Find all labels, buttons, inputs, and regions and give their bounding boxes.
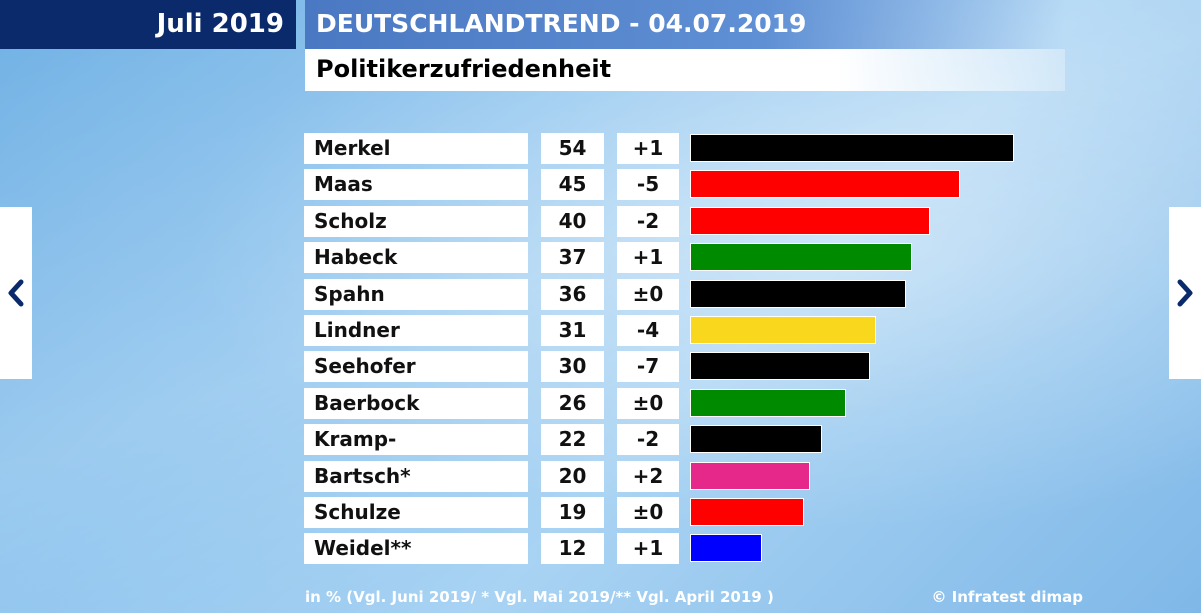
politician-name: Lindner bbox=[304, 315, 528, 346]
change-value: +1 bbox=[617, 133, 679, 164]
approval-value: 26 bbox=[541, 388, 604, 419]
chart-title: Politikerzufriedenheit bbox=[316, 55, 612, 83]
politician-name: Kramp-Karrenbauer bbox=[304, 424, 528, 482]
header-title-bar: DEUTSCHLANDTREND - 04.07.2019 bbox=[305, 0, 1065, 49]
approval-bar bbox=[690, 316, 876, 344]
approval-bar bbox=[690, 280, 906, 308]
change-value: +1 bbox=[617, 533, 679, 564]
approval-value: 37 bbox=[541, 242, 604, 273]
change-value: -4 bbox=[617, 315, 679, 346]
approval-value: 22 bbox=[541, 424, 604, 455]
chevron-right-icon bbox=[1177, 279, 1193, 307]
approval-bar bbox=[690, 462, 810, 490]
approval-value: 54 bbox=[541, 133, 604, 164]
next-button[interactable] bbox=[1169, 207, 1201, 379]
approval-value: 12 bbox=[541, 533, 604, 564]
approval-bar bbox=[690, 352, 870, 380]
approval-bar bbox=[690, 425, 822, 453]
change-value: ±0 bbox=[617, 497, 679, 528]
approval-bar bbox=[690, 243, 912, 271]
chevron-left-icon bbox=[8, 279, 24, 307]
approval-value: 19 bbox=[541, 497, 604, 528]
approval-bar bbox=[690, 207, 930, 235]
politician-name: Schulze bbox=[304, 497, 528, 528]
politician-name: Merkel bbox=[304, 133, 528, 164]
approval-value: 45 bbox=[541, 169, 604, 200]
approval-value: 31 bbox=[541, 315, 604, 346]
approval-value: 20 bbox=[541, 461, 604, 492]
footer-note: in % (Vgl. Juni 2019/ * Vgl. Mai 2019/**… bbox=[305, 588, 774, 606]
source-credit: © Infratest dimap bbox=[931, 588, 1083, 606]
politician-name: Weidel** bbox=[304, 533, 528, 564]
approval-bar bbox=[690, 389, 846, 417]
month-label: Juli 2019 bbox=[156, 9, 284, 39]
politician-name: Spahn bbox=[304, 279, 528, 310]
approval-bar bbox=[690, 170, 960, 198]
politician-name: Maas bbox=[304, 169, 528, 200]
approval-bar bbox=[690, 498, 804, 526]
page-title: DEUTSCHLANDTREND - 04.07.2019 bbox=[316, 9, 807, 38]
politician-name: Baerbock bbox=[304, 388, 528, 419]
approval-value: 30 bbox=[541, 351, 604, 382]
month-label-box: Juli 2019 bbox=[0, 0, 296, 49]
subtitle-bar: Politikerzufriedenheit bbox=[305, 49, 1065, 91]
change-value: -2 bbox=[617, 206, 679, 237]
approval-bar bbox=[690, 534, 762, 562]
change-value: -7 bbox=[617, 351, 679, 382]
change-value: ±0 bbox=[617, 388, 679, 419]
change-value: +2 bbox=[617, 461, 679, 492]
politician-name: Seehofer bbox=[304, 351, 528, 382]
change-value: +1 bbox=[617, 242, 679, 273]
approval-bar bbox=[690, 134, 1014, 162]
politician-name: Habeck bbox=[304, 242, 528, 273]
politician-name: Bartsch* bbox=[304, 461, 528, 492]
approval-value: 36 bbox=[541, 279, 604, 310]
change-value: ±0 bbox=[617, 279, 679, 310]
previous-button[interactable] bbox=[0, 207, 32, 379]
change-value: -2 bbox=[617, 424, 679, 455]
change-value: -5 bbox=[617, 169, 679, 200]
approval-value: 40 bbox=[541, 206, 604, 237]
politician-name: Scholz bbox=[304, 206, 528, 237]
